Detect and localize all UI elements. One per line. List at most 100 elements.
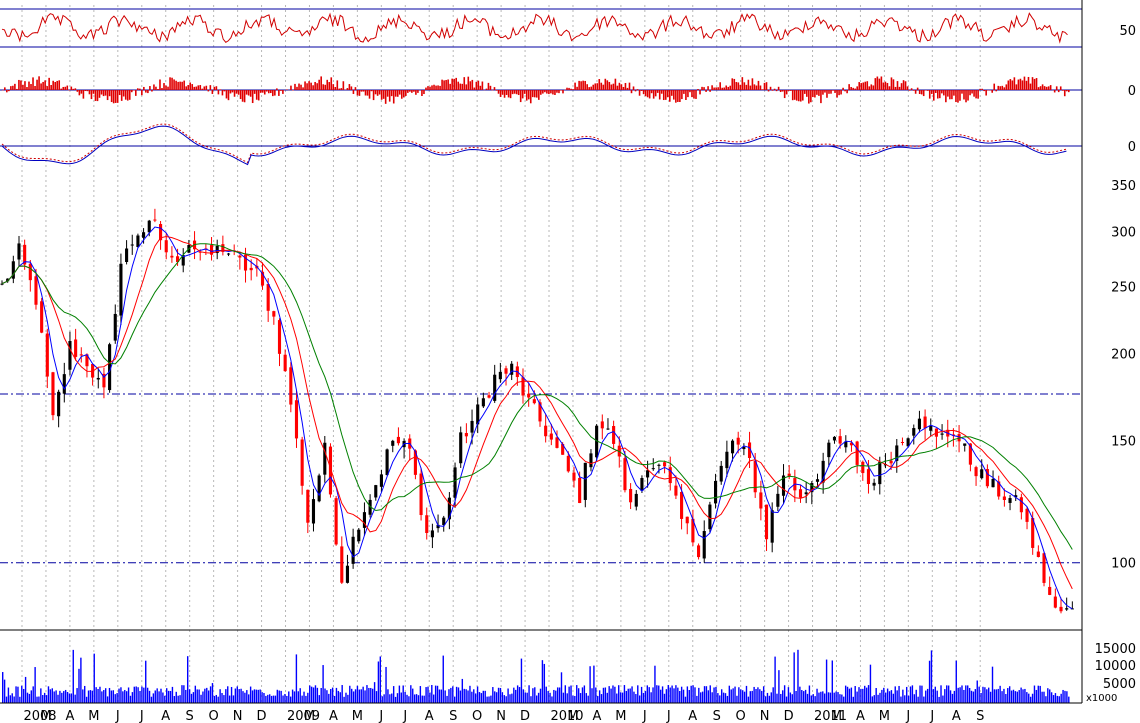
momentum-bar	[995, 90, 998, 92]
momentum-bar	[830, 90, 832, 94]
volume-bar	[433, 694, 435, 703]
momentum-bar	[997, 85, 1000, 90]
volume-bar	[436, 685, 439, 703]
volume-bar	[705, 686, 708, 703]
volume-panel	[2, 649, 1070, 703]
volume-bar	[602, 687, 605, 703]
volume-bar	[947, 685, 950, 703]
candle-body	[878, 461, 882, 485]
momentum-bar	[866, 81, 869, 90]
momentum-bar	[765, 82, 768, 90]
momentum-bar	[201, 88, 204, 90]
momentum-bar	[447, 79, 449, 90]
volume-bar	[1037, 685, 1039, 703]
candle-body	[40, 301, 44, 333]
volume-bar	[905, 686, 908, 703]
momentum-bar	[64, 86, 67, 90]
momentum-bar	[979, 88, 981, 90]
month-label: M	[352, 709, 363, 723]
volume-bar	[976, 680, 978, 703]
candle-body	[249, 267, 253, 271]
candle-body	[889, 460, 893, 464]
momentum-bar	[477, 80, 480, 90]
candle-body	[612, 426, 616, 444]
momentum-tick-label: 0	[1128, 84, 1136, 99]
momentum-bar	[1031, 77, 1034, 90]
candle-body	[289, 367, 293, 405]
momentum-bar	[1041, 84, 1044, 90]
volume-bar	[810, 695, 813, 703]
momentum-bar	[602, 84, 605, 90]
volume-bar	[167, 690, 170, 703]
volume-bar	[881, 689, 883, 703]
volume-bar	[1018, 690, 1020, 703]
momentum-bar	[767, 90, 770, 92]
momentum-bar	[413, 90, 415, 92]
volume-bar	[324, 688, 326, 703]
momentum-bar	[664, 90, 667, 100]
momentum-bar	[199, 85, 202, 90]
momentum-bar	[755, 85, 758, 90]
momentum-bar	[1013, 77, 1016, 90]
volume-bar	[507, 688, 509, 703]
momentum-bar	[673, 90, 675, 100]
volume-bar	[934, 686, 936, 703]
volume-bar	[116, 693, 118, 703]
volume-bar	[545, 686, 547, 703]
momentum-bar	[253, 90, 256, 94]
volume-bar	[574, 695, 576, 703]
momentum-bar	[983, 90, 985, 92]
momentum-bar	[898, 86, 901, 90]
volume-bar	[696, 695, 698, 703]
volume-bar	[591, 688, 593, 703]
candle-body	[917, 418, 921, 430]
month-label: N	[760, 709, 770, 723]
volume-bar	[501, 692, 504, 703]
momentum-bar	[904, 81, 907, 90]
volume-bar	[638, 695, 641, 703]
volume-bar	[593, 665, 595, 703]
volume-bar	[354, 689, 357, 703]
volume-bar	[936, 690, 938, 703]
momentum-bar	[276, 88, 278, 90]
month-label: J	[402, 709, 407, 723]
volume-bar	[730, 689, 732, 703]
volume-bar	[26, 692, 29, 703]
volume-bar	[217, 696, 219, 703]
momentum-bar	[398, 90, 401, 95]
momentum-bar	[171, 77, 173, 90]
volume-bar	[556, 687, 559, 703]
momentum-bar	[173, 79, 175, 90]
volume-bar	[408, 696, 410, 703]
momentum-bar	[233, 90, 236, 97]
volume-bar	[787, 687, 790, 703]
momentum-bar	[187, 85, 189, 90]
momentum-bar	[519, 90, 522, 103]
volume-bar	[629, 688, 631, 703]
volume-bar	[66, 691, 69, 703]
candle-body	[861, 461, 865, 474]
month-label: J	[929, 709, 934, 723]
volume-bar	[351, 688, 353, 703]
volume-bar	[173, 696, 176, 703]
momentum-bar	[116, 90, 119, 103]
momentum-bar	[247, 90, 250, 96]
momentum-bar	[1027, 76, 1030, 90]
month-label: M	[40, 709, 51, 723]
candle-body	[113, 313, 117, 341]
volume-bar	[692, 685, 694, 703]
momentum-bar	[407, 90, 409, 93]
candle-body	[963, 443, 967, 446]
month-gridlines	[21, 5, 981, 703]
momentum-bar	[207, 90, 210, 92]
momentum-bar	[203, 86, 206, 90]
momentum-bar	[658, 90, 661, 100]
momentum-bar	[632, 86, 635, 90]
volume-bar	[124, 689, 126, 703]
momentum-bar	[415, 90, 417, 95]
volume-bar	[318, 695, 320, 703]
momentum-bar	[584, 80, 586, 90]
volume-bar	[823, 693, 826, 703]
candle-body	[578, 477, 582, 504]
volume-bar	[118, 688, 120, 703]
